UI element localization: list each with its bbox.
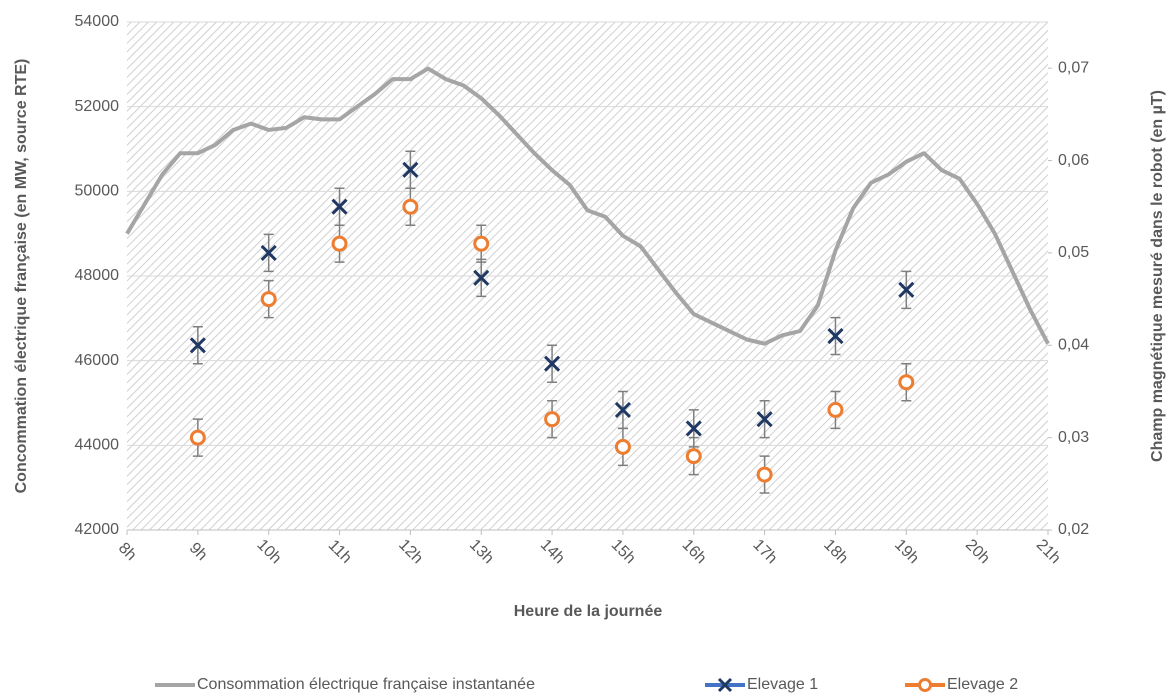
marker-o (189, 429, 206, 446)
marker-x (473, 269, 490, 286)
x-tick-label: 17h (749, 536, 780, 567)
x-tick-label: 14h (537, 536, 568, 567)
marker-o (614, 438, 631, 455)
marker-o (473, 235, 490, 252)
legend-label: Consommation électrique française instan… (197, 676, 535, 693)
y2-tick-label: 0,05 (1058, 244, 1089, 261)
y-tick-label: 44000 (75, 437, 120, 454)
x-axis-title: Heure de la journée (514, 603, 663, 620)
marker-x (544, 355, 561, 372)
x-tick-label: 16h (679, 536, 710, 567)
y-axis-title: Concommation électrique française (en MW… (13, 59, 30, 494)
x-tick-label: 9h (186, 539, 211, 564)
marker-x (260, 244, 277, 261)
legend-label: Elevage 2 (947, 676, 1018, 693)
x-tick-label: 13h (466, 536, 497, 567)
x-tick-label: 8h (115, 539, 140, 564)
marker-x (827, 327, 844, 345)
y2-tick-label: 0,07 (1058, 59, 1089, 76)
x-tick-label: 18h (820, 536, 851, 567)
x-tick-label: 20h (962, 536, 993, 567)
marker-x (898, 281, 915, 298)
y2-tick-label: 0,03 (1058, 429, 1089, 446)
legend-marker (918, 678, 932, 692)
y-tick-label: 42000 (75, 521, 120, 538)
line-series (125, 66, 1050, 346)
y-tick-label: 50000 (75, 183, 120, 200)
marker-x (685, 420, 702, 437)
marker-o (544, 411, 561, 428)
x-tick-label: 19h (891, 536, 922, 567)
y2-tick-label: 0,04 (1058, 336, 1089, 353)
marker-o (685, 448, 702, 465)
y2-tick-label: 0,06 (1058, 152, 1089, 169)
y2-axis-title: Champ magnétique mesuré dans le robot (e… (1149, 90, 1166, 462)
marker-o (260, 291, 277, 308)
marker-x (756, 411, 773, 428)
marker-o (827, 401, 844, 418)
x-tick-label: 21h (1033, 536, 1064, 567)
y-tick-label: 52000 (75, 98, 120, 115)
x-tick-label: 15h (608, 536, 639, 567)
y-tick-label: 54000 (75, 13, 120, 30)
marker-o (331, 235, 348, 252)
marker-o (402, 198, 419, 215)
y-tick-label: 48000 (75, 267, 120, 284)
x-tick-label: 11h (325, 537, 355, 567)
marker-o (898, 374, 915, 391)
marker-x (331, 198, 348, 215)
legend-marker (717, 677, 733, 693)
marker-x (189, 337, 206, 354)
x-tick-label: 12h (395, 536, 426, 567)
marker-x (402, 161, 419, 178)
legend-label: Elevage 1 (747, 676, 818, 693)
y-tick-label: 46000 (75, 352, 120, 369)
x-tick-label: 10h (253, 536, 284, 567)
y2-tick-label: 0,02 (1058, 521, 1089, 538)
marker-x (614, 401, 631, 418)
marker-o (756, 466, 773, 483)
